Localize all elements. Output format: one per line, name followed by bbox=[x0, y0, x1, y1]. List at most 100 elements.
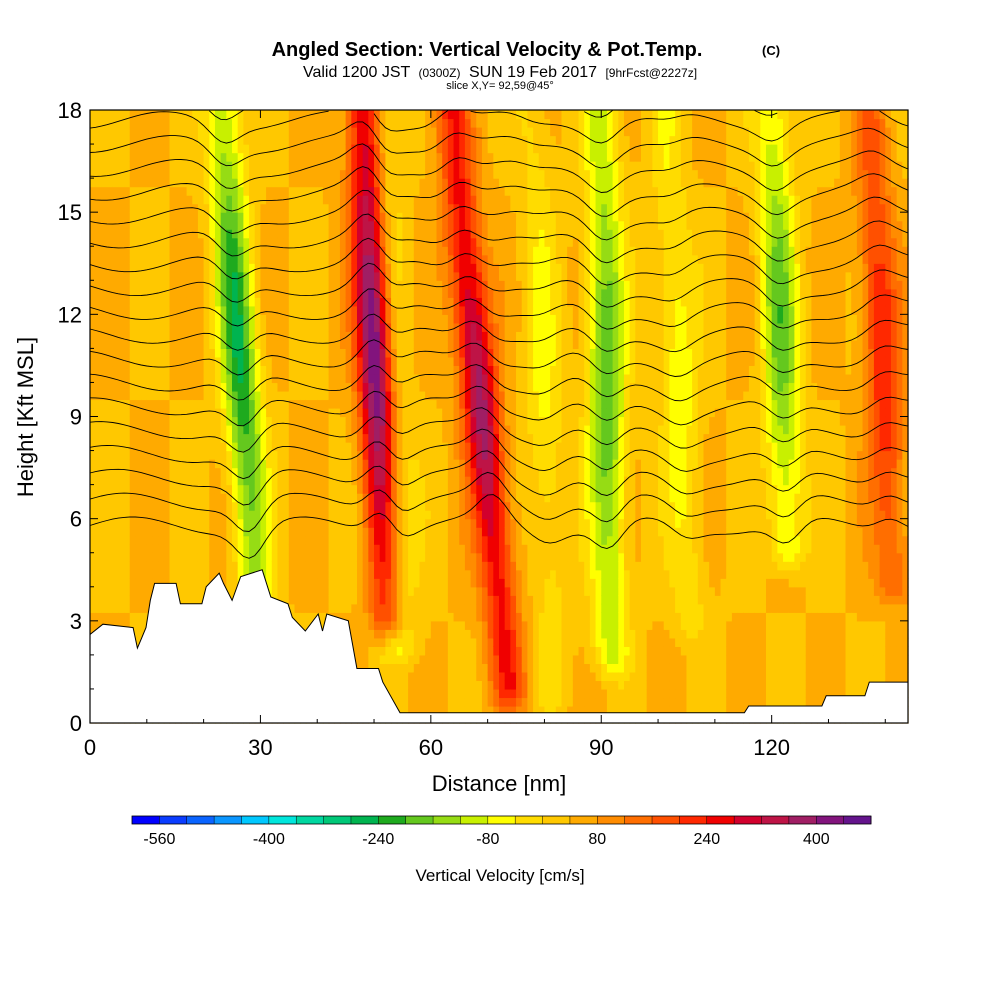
velocity-cell bbox=[305, 535, 313, 545]
velocity-cell bbox=[254, 476, 262, 486]
velocity-cell bbox=[271, 544, 279, 554]
velocity-cell bbox=[260, 212, 267, 222]
velocity-cell bbox=[396, 195, 404, 205]
velocity-cell bbox=[459, 135, 466, 145]
velocity-cell bbox=[436, 382, 443, 392]
velocity-cell bbox=[254, 195, 262, 205]
velocity-cell bbox=[186, 339, 193, 349]
velocity-cell bbox=[175, 365, 182, 375]
velocity-cell bbox=[146, 178, 154, 188]
velocity-cell bbox=[254, 425, 262, 435]
velocity-cell bbox=[249, 510, 256, 520]
velocity-cell bbox=[118, 365, 125, 375]
velocity-cell bbox=[419, 339, 426, 349]
velocity-cell bbox=[396, 544, 404, 554]
velocity-cell bbox=[169, 476, 176, 486]
velocity-cell bbox=[101, 297, 108, 307]
velocity-cell bbox=[294, 612, 301, 622]
velocity-cell bbox=[118, 220, 125, 230]
velocity-cell bbox=[374, 110, 381, 120]
velocity-cell bbox=[476, 110, 483, 120]
velocity-cell bbox=[459, 382, 466, 392]
velocity-cell bbox=[163, 510, 171, 520]
velocity-cell bbox=[447, 603, 455, 613]
velocity-cell bbox=[453, 527, 460, 537]
velocity-cell bbox=[118, 161, 125, 171]
velocity-cell bbox=[322, 561, 330, 571]
velocity-cell bbox=[277, 416, 284, 426]
velocity-cell bbox=[396, 161, 404, 171]
velocity-cell bbox=[141, 118, 148, 128]
velocity-cell bbox=[203, 390, 210, 401]
velocity-cell bbox=[152, 433, 159, 443]
velocity-cell bbox=[254, 459, 262, 469]
velocity-cell bbox=[351, 544, 358, 554]
velocity-cell bbox=[459, 407, 466, 418]
velocity-cell bbox=[459, 254, 466, 264]
velocity-cell bbox=[158, 203, 165, 213]
velocity-cell bbox=[163, 314, 171, 324]
velocity-cell bbox=[345, 442, 352, 452]
velocity-cell bbox=[447, 297, 455, 307]
velocity-cell bbox=[436, 442, 443, 452]
velocity-cell bbox=[317, 356, 324, 367]
velocity-cell bbox=[209, 195, 216, 205]
velocity-cell bbox=[385, 178, 392, 188]
velocity-cell bbox=[152, 544, 159, 554]
velocity-cell bbox=[368, 416, 375, 426]
velocity-cell bbox=[425, 305, 432, 315]
velocity-cell bbox=[90, 527, 97, 537]
velocity-cell bbox=[470, 314, 477, 324]
velocity-cell bbox=[203, 322, 210, 332]
velocity-cell bbox=[271, 152, 279, 162]
velocity-cell bbox=[442, 595, 449, 605]
velocity-cell bbox=[158, 382, 165, 392]
velocity-cell bbox=[476, 527, 483, 537]
velocity-cell bbox=[356, 144, 364, 154]
velocity-cell bbox=[254, 416, 262, 426]
velocity-cell bbox=[152, 510, 159, 520]
valid-date: SUN 19 Feb 2017 bbox=[469, 64, 597, 81]
velocity-cell bbox=[169, 535, 176, 545]
velocity-cell bbox=[226, 561, 233, 571]
velocity-cell bbox=[402, 288, 409, 298]
velocity-cell bbox=[459, 680, 466, 690]
velocity-cell bbox=[481, 586, 489, 596]
velocity-cell bbox=[124, 467, 131, 477]
velocity-cell bbox=[430, 697, 438, 707]
velocity-cell bbox=[442, 467, 449, 477]
velocity-cell bbox=[112, 578, 119, 588]
velocity-cell bbox=[266, 356, 273, 367]
velocity-cell bbox=[146, 246, 154, 256]
velocity-cell bbox=[368, 382, 375, 392]
velocity-cell bbox=[419, 416, 426, 426]
velocity-cell bbox=[214, 467, 222, 477]
velocity-cell bbox=[220, 365, 227, 375]
velocity-cell bbox=[413, 459, 421, 469]
velocity-cell bbox=[214, 203, 222, 213]
velocity-cell bbox=[232, 331, 239, 341]
velocity-cell bbox=[197, 569, 205, 579]
velocity-cell bbox=[152, 195, 159, 205]
velocity-cell bbox=[476, 212, 483, 222]
velocity-cell bbox=[339, 442, 347, 452]
velocity-cell bbox=[396, 578, 404, 588]
velocity-cell bbox=[374, 476, 381, 486]
velocity-cell bbox=[408, 450, 415, 460]
velocity-cell bbox=[419, 144, 426, 154]
velocity-cell bbox=[356, 339, 364, 349]
velocity-cell bbox=[425, 671, 432, 682]
velocity-cell bbox=[334, 382, 341, 392]
velocity-cell bbox=[436, 425, 443, 435]
velocity-cell bbox=[203, 271, 210, 281]
velocity-cell bbox=[249, 127, 256, 137]
velocity-cell bbox=[334, 501, 341, 511]
velocity-cell bbox=[351, 501, 358, 511]
velocity-cell bbox=[430, 127, 438, 137]
velocity-cell bbox=[413, 476, 421, 486]
velocity-cell bbox=[271, 442, 279, 452]
velocity-cell bbox=[152, 527, 159, 537]
velocity-cell bbox=[328, 212, 335, 222]
velocity-cell bbox=[146, 484, 154, 494]
velocity-cell bbox=[453, 305, 460, 315]
